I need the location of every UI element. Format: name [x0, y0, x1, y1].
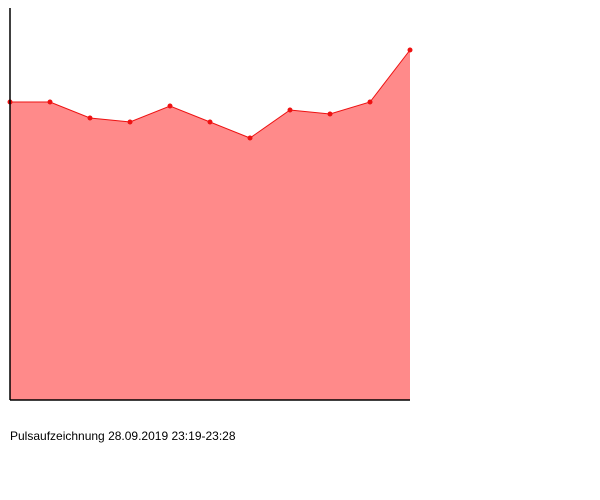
- data-point-3: [127, 119, 133, 125]
- data-point-8: [327, 111, 333, 117]
- data-point-9: [367, 99, 373, 105]
- chart-caption: Pulsaufzeichnung 28.09.2019 23:19-23:28: [10, 429, 236, 443]
- plot-area: [7, 8, 413, 401]
- data-point-2: [87, 115, 93, 121]
- data-point-7: [287, 107, 293, 113]
- pulse-area: [10, 50, 410, 400]
- data-point-6: [247, 135, 253, 141]
- data-point-4: [167, 103, 173, 109]
- data-point-10: [407, 47, 413, 53]
- data-point-1: [47, 99, 53, 105]
- data-point-5: [207, 119, 213, 125]
